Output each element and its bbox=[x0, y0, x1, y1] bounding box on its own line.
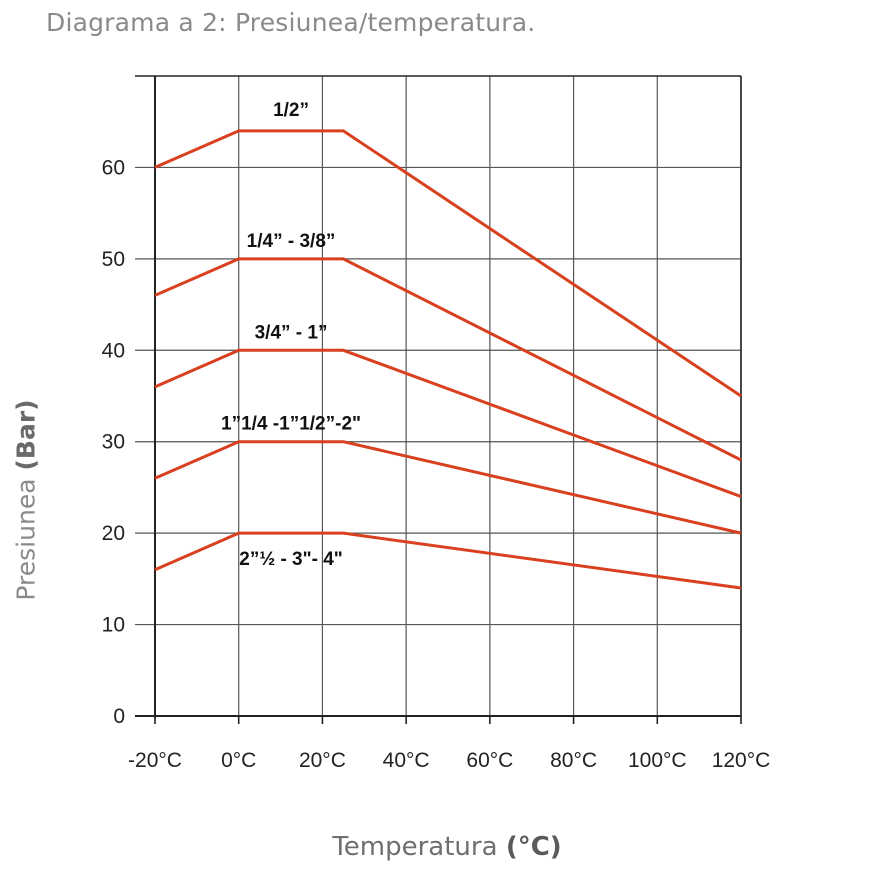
y-caption-text: Presiunea bbox=[11, 478, 41, 601]
pressure-temperature-chart: 0 10 20 30 40 50 60 -20°C 0°C 20°C 40°C 60°C 80°C 100… bbox=[102, 75, 771, 772]
y-tick-label: 0 bbox=[113, 705, 125, 728]
x-tick-label: 20°C bbox=[299, 749, 346, 772]
x-tick-label: 60°C bbox=[466, 749, 513, 772]
series-lines bbox=[154, 129, 742, 590]
chart-caption: Diagrama a 2: Presiunea/temperatura. bbox=[46, 8, 536, 37]
series-line bbox=[154, 257, 742, 462]
y-tick-label: 30 bbox=[102, 431, 125, 454]
series-label: 2”½ - 3"- 4" bbox=[239, 549, 343, 570]
y-axis-caption: Presiunea (Bar) bbox=[12, 399, 41, 600]
axes bbox=[135, 75, 742, 724]
x-tick-label: 40°C bbox=[383, 749, 430, 772]
y-caption-unit: (Bar) bbox=[11, 399, 41, 471]
y-tick-label: 60 bbox=[102, 156, 125, 179]
series-line bbox=[154, 129, 742, 398]
y-tick-label: 50 bbox=[102, 248, 125, 271]
tick-labels: 0 10 20 30 40 50 60 -20°C 0°C 20°C 40°C 60°C 80°C 100… bbox=[102, 156, 771, 772]
series-line bbox=[154, 531, 742, 590]
series-label: 3/4” - 1” bbox=[255, 322, 328, 343]
series-line bbox=[154, 440, 742, 535]
y-tick-label: 10 bbox=[102, 614, 125, 637]
x-tick-label: 80°C bbox=[550, 749, 597, 772]
y-tick-label: 40 bbox=[102, 339, 125, 362]
x-caption-unit: (°C) bbox=[505, 832, 562, 862]
y-tick-label: 20 bbox=[102, 522, 125, 545]
x-caption-text: Temperatura bbox=[332, 832, 498, 862]
x-tick-label: -20°C bbox=[128, 749, 182, 772]
series-label: 1/4” - 3/8” bbox=[247, 231, 336, 252]
series-line bbox=[154, 348, 742, 498]
grid-lines bbox=[135, 76, 742, 717]
series-label: 1”1/4 -1”1/2”-2" bbox=[221, 414, 361, 435]
x-axis-caption: Temperatura (°C) bbox=[0, 832, 894, 862]
x-tick-label: 120°C bbox=[712, 749, 771, 772]
series-label: 1/2” bbox=[273, 100, 309, 121]
series-labels: 1/2” 1/4” - 3/8” 3/4” - 1” 1”1/4 -1”1/2”-2"… bbox=[221, 100, 361, 570]
x-tick-label: 0°C bbox=[221, 749, 256, 772]
x-tick-label: 100°C bbox=[628, 749, 687, 772]
